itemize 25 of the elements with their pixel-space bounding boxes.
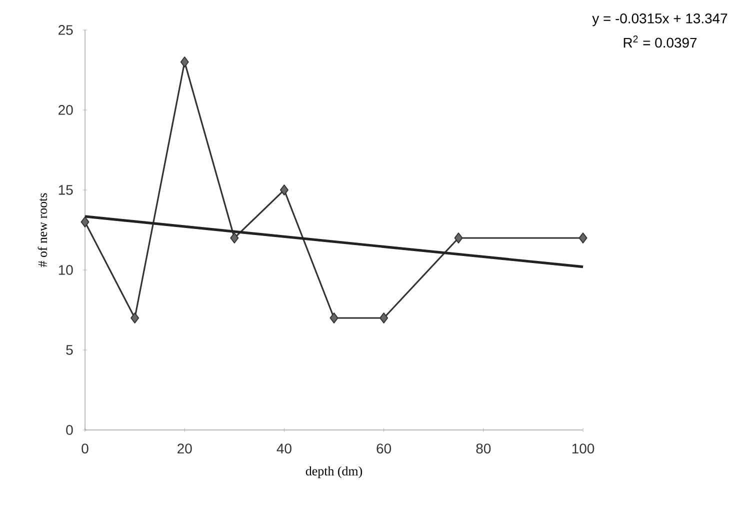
- point: [180, 56, 189, 68]
- text: y = -0.0315x + 13.347: [592, 14, 728, 26]
- y-tick-label: 10: [58, 265, 73, 275]
- x-tick-label: 60: [376, 444, 392, 454]
- y-tick-label: 25: [58, 25, 73, 35]
- x-tick-label: 100: [572, 444, 594, 454]
- point: [130, 312, 140, 324]
- point: [380, 312, 388, 324]
- x-tick-label: 80: [476, 444, 491, 454]
- x-tick-label: 40: [276, 444, 292, 454]
- y-tick-label: 15: [58, 185, 73, 195]
- point: [454, 232, 463, 244]
- x-tick-label: 0: [82, 444, 88, 454]
- point: [330, 312, 338, 324]
- y-tick-label: 0: [66, 425, 73, 435]
- x-tick-label: 20: [178, 444, 192, 454]
- point: [80, 216, 90, 228]
- x-axis-title: depth (dm): [306, 466, 362, 478]
- y-tick-label: 20: [58, 105, 73, 115]
- y-tick-label: 5: [66, 345, 73, 355]
- point: [230, 232, 239, 244]
- text: R$^{2}$ = 0.0397: [624, 36, 697, 48]
- y-axis-title: # of new roots: [38, 193, 48, 267]
- point: [578, 232, 588, 244]
- point: [280, 184, 288, 196]
